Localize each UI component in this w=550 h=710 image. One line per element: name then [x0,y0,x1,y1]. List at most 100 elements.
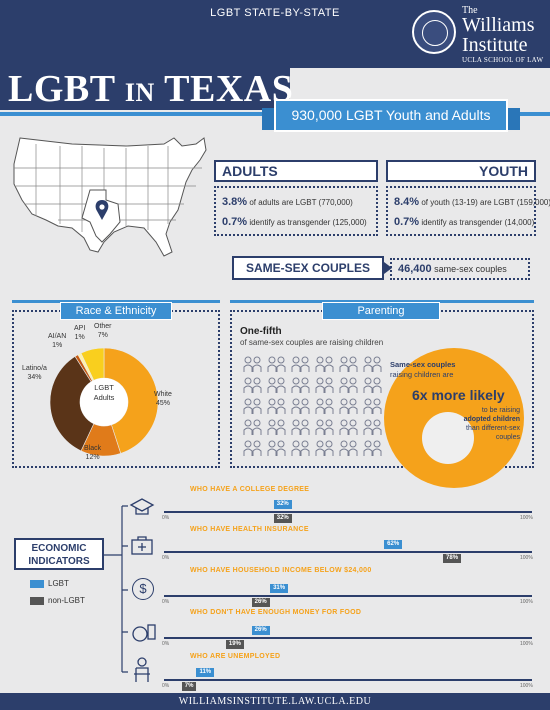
non-lgbt-value-marker: 32% [273,514,292,523]
label-api: API 1% [74,324,85,342]
lgbt-value-marker: 11% [196,668,215,677]
label-black-pct: 12% [85,454,100,461]
title-band [0,68,290,110]
non-lgbt-value-marker: 7% [181,682,197,691]
lgbt-value-marker: 62% [384,540,403,549]
lgbt-value-marker: 32% [273,500,292,509]
family-icon [315,419,334,435]
couples-header: SAME-SEX COUPLES [232,256,384,280]
logo-subtitle: UCLA SCHOOL OF LAW [462,56,544,64]
family-icon [315,377,334,393]
axis-max-label: 100% [520,683,533,689]
lgbt-value-marker: 26% [251,626,270,635]
youth-stats: 8.4% of youth (13-19) are LGBT (159,000)… [386,186,550,236]
family-icon [291,419,310,435]
label-aian-pct: 1% [52,342,63,349]
adults-text-trans: identify as transgender (125,000) [249,218,367,227]
indicator-axis [164,511,532,513]
family-icon [315,440,334,456]
parenting-line4b: couples [495,434,520,441]
family-icon [363,440,382,456]
family-icon-grid [243,356,382,456]
axis-min-label: 0% [162,683,170,689]
youth-text-trans: identify as transgender (14,000) [421,218,535,227]
family-icon [363,398,382,414]
family-icon [243,419,262,435]
graduation-cap-icon [130,497,156,517]
family-icon [291,398,310,414]
parenting-divider [230,300,534,303]
medical-kit-icon [130,535,156,557]
label-white: White 45% [154,390,172,408]
family-icon [243,398,262,414]
race-divider [12,300,220,303]
family-icon [315,356,334,372]
family-icon [363,356,382,372]
family-icon [339,419,358,435]
family-icon [243,377,262,393]
indicator-title: WHO HAVE HOUSEHOLD INCOME BELOW $24,000 [190,567,372,574]
logo-the: The [462,5,478,16]
header-banner [0,0,550,68]
label-other: Other 7% [94,322,112,340]
logo-name-line2: Institute [462,34,528,56]
one-fifth-heading: One-fifth [240,326,282,337]
parenting-line3: to be raising adopted children [420,406,520,424]
indicator-axis [164,551,532,553]
legend-non-swatch [30,597,44,605]
parenting-title: Parenting [322,302,440,320]
indicator-axis [164,595,532,597]
family-icon [363,419,382,435]
label-aian: AI/AN 1% [48,332,66,350]
family-icon [291,440,310,456]
parenting-line3a: to be raising [481,407,520,414]
adults-pct-trans: 0.7% [222,216,248,228]
family-icon [339,398,358,414]
race-title: Race & Ethnicity [60,302,172,320]
parenting-line1: Same-sex couples [390,360,456,369]
indicator-title: WHO DON'T HAVE ENOUGH MONEY FOR FOOD [190,609,362,616]
couples-count: 46,400 [398,263,432,275]
parenting-line4: than different-sex couples [420,424,520,442]
adults-text-lgbt: of adults are LGBT (770,000) [249,198,353,207]
one-fifth-subtext: of same-sex couples are raising children [240,338,384,347]
axis-min-label: 0% [162,555,170,561]
non-lgbt-value-marker: 26% [251,598,270,607]
label-latino: Latino/a 34% [22,364,47,382]
family-icon [339,377,358,393]
pie-center-line1: LGBT [94,383,114,392]
family-icon [267,419,286,435]
legend-non-label: non-LGBT [48,596,85,605]
axis-min-label: 0% [162,641,170,647]
family-icon [315,398,334,414]
econ-title-line2: INDICATORS [28,556,90,567]
family-icon [267,356,286,372]
label-black: Black 12% [84,444,101,462]
parenting-line3b: adopted children [463,416,520,423]
label-api-pct: 1% [74,334,85,341]
us-map-icon [13,137,207,257]
label-black-name: Black [84,445,102,452]
family-icon [339,356,358,372]
youth-header: YOUTH [386,160,536,182]
label-white-pct: 45% [155,400,170,407]
footer-url[interactable]: WILLIAMSINSTITUTE.LAW.UCLA.EDU [0,693,550,710]
arrow-right-icon [384,262,392,274]
economic-indicators-title: ECONOMIC INDICATORS [14,538,104,570]
axis-min-label: 0% [162,515,170,521]
econ-title-line1: ECONOMIC [31,543,87,554]
family-icon [267,377,286,393]
adults-pct-lgbt: 3.8% [222,196,248,208]
axis-max-label: 100% [520,641,533,647]
title-state: TEXAS [164,68,294,110]
family-icon [243,356,262,372]
food-icon [130,624,156,644]
label-latino-pct: 34% [27,374,42,381]
youth-pct-trans: 0.7% [394,216,420,228]
indicator-axis [164,679,532,681]
top-title: LGBT STATE-BY-STATE [210,7,340,19]
family-icon [291,356,310,372]
legend-lgbt-label: LGBT [48,579,69,588]
legend-lgbt-swatch [30,580,44,588]
